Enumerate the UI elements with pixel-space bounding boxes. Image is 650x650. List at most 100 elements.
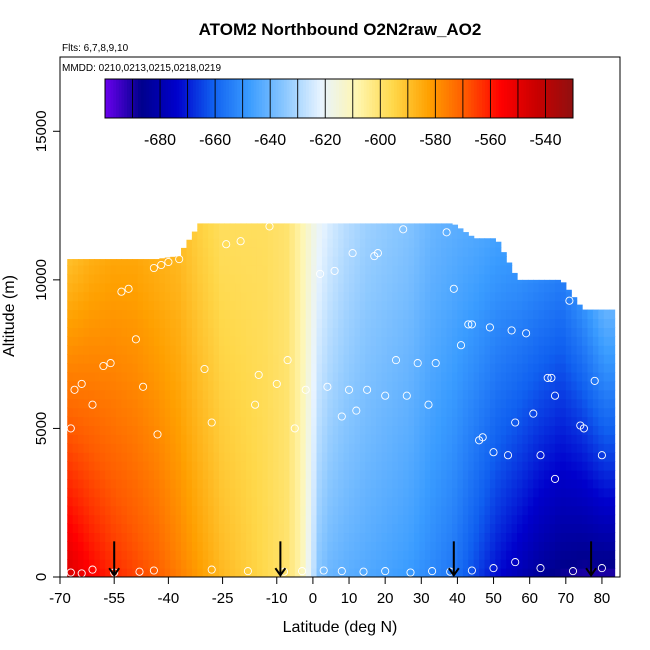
field-cell xyxy=(576,380,583,391)
field-cell xyxy=(560,443,567,453)
field-cell xyxy=(224,434,231,444)
field-cell xyxy=(311,371,318,382)
field-cell xyxy=(576,478,583,489)
field-cell xyxy=(240,291,247,302)
field-cell xyxy=(603,407,610,418)
field-cell xyxy=(365,363,372,373)
field-cell xyxy=(132,487,139,498)
field-cell xyxy=(121,273,128,284)
field-cell xyxy=(424,256,431,266)
colorbar-segment xyxy=(350,79,354,118)
field-cell xyxy=(148,327,155,337)
field-cell xyxy=(110,434,117,444)
field-cell xyxy=(105,550,112,560)
field-cell xyxy=(376,265,383,275)
field-cell xyxy=(468,532,475,542)
field-cell xyxy=(164,505,171,516)
field-cell xyxy=(267,229,274,239)
field-cell xyxy=(441,496,448,507)
field-cell xyxy=(284,223,291,230)
field-cell xyxy=(554,514,561,525)
field-cell xyxy=(381,223,388,230)
field-cell xyxy=(305,478,312,489)
field-cell xyxy=(208,318,215,328)
field-cell xyxy=(202,273,209,284)
field-cell xyxy=(311,470,318,480)
field-cell xyxy=(533,345,540,355)
field-cell xyxy=(235,273,242,284)
field-cell xyxy=(153,259,160,266)
field-cell xyxy=(267,443,274,453)
field-cell xyxy=(392,354,399,364)
field-cell xyxy=(484,478,491,489)
field-cell xyxy=(349,416,356,427)
field-cell xyxy=(489,496,496,507)
field-cell xyxy=(88,550,95,560)
field-cell xyxy=(175,470,182,480)
field-cell xyxy=(83,568,90,577)
field-cell xyxy=(67,309,74,320)
field-cell xyxy=(473,407,480,418)
field-cell xyxy=(343,425,350,435)
field-cell xyxy=(132,505,139,516)
field-cell xyxy=(218,247,225,257)
field-cell xyxy=(116,345,123,355)
field-cell xyxy=(500,273,507,284)
field-cell xyxy=(414,309,421,320)
field-cell xyxy=(284,256,291,266)
field-cell xyxy=(148,416,155,427)
field-cell xyxy=(370,256,377,266)
field-cell xyxy=(191,265,198,275)
field-cell xyxy=(202,478,209,489)
field-cell xyxy=(533,398,540,409)
colorbar-segment xyxy=(564,79,568,118)
field-cell xyxy=(517,371,524,382)
field-cell xyxy=(110,478,117,489)
field-cell xyxy=(408,407,415,418)
field-cell xyxy=(94,407,101,418)
field-cell xyxy=(110,309,117,320)
field-cell xyxy=(218,550,225,560)
field-cell xyxy=(565,416,572,427)
field-cell xyxy=(457,309,464,320)
field-cell xyxy=(327,223,334,230)
field-cell xyxy=(305,487,312,498)
field-cell xyxy=(576,443,583,453)
field-cell xyxy=(262,247,269,257)
field-cell xyxy=(403,407,410,418)
field-cell xyxy=(116,389,123,400)
colorbar-segment xyxy=(327,79,332,118)
field-cell xyxy=(354,229,361,239)
field-cell xyxy=(267,380,274,391)
field-cell xyxy=(332,273,339,284)
field-cell xyxy=(376,282,383,293)
field-cell xyxy=(560,282,567,293)
observation-point xyxy=(200,364,209,374)
field-cell xyxy=(381,425,388,435)
field-cell xyxy=(598,416,605,427)
field-cell xyxy=(359,282,366,293)
colorbar-segment xyxy=(407,79,412,118)
field-cell xyxy=(305,282,312,293)
field-cell xyxy=(289,265,296,275)
field-cell xyxy=(354,300,361,311)
field-cell xyxy=(110,470,117,480)
field-cell xyxy=(67,496,74,507)
field-cell xyxy=(419,523,426,534)
field-cell xyxy=(218,309,225,320)
field-cell xyxy=(419,541,426,551)
field-cell xyxy=(414,273,421,284)
field-cell xyxy=(240,273,247,284)
field-cell xyxy=(582,327,589,337)
observation-point xyxy=(124,284,133,293)
colorbar-segment xyxy=(297,79,301,118)
field-cell xyxy=(527,389,534,400)
colorbar-segment xyxy=(416,79,420,118)
field-cell xyxy=(202,247,209,257)
field-cell xyxy=(186,461,193,471)
field-cell xyxy=(495,541,502,551)
field-cell xyxy=(235,389,242,400)
field-cell xyxy=(116,282,123,293)
observation-point xyxy=(236,237,245,246)
field-cell xyxy=(116,398,123,409)
